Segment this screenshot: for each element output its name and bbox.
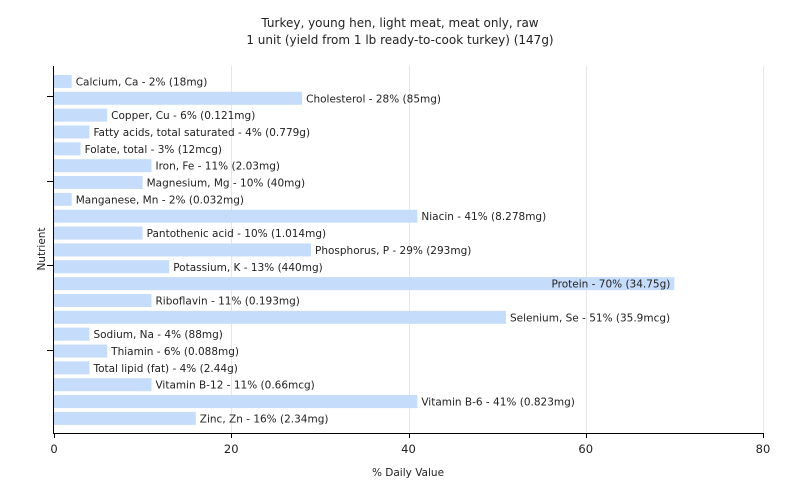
bar [54, 142, 81, 156]
bar [54, 361, 90, 375]
bar [54, 108, 108, 122]
gridlines [231, 66, 764, 433]
bar-label: Selenium, Se - 51% (35.9mcg) [510, 312, 670, 324]
bar [54, 243, 312, 257]
chart-title: Turkey, young hen, light meat, meat only… [260, 16, 538, 30]
bar [54, 395, 418, 409]
y-axis-title: Nutrient [36, 227, 48, 270]
bar [54, 125, 90, 139]
bar [54, 209, 418, 223]
bar [54, 411, 196, 425]
bar [54, 327, 90, 341]
bar-label: Vitamin B-12 - 11% (0.66mcg) [155, 380, 314, 392]
bar-label: Thiamin - 6% (0.088mg) [110, 346, 239, 358]
bar-label: Pantothenic acid - 10% (1.014mg) [147, 228, 326, 240]
bar [54, 277, 675, 291]
bar [54, 74, 72, 88]
bar-label: Potassium, K - 13% (440mg) [173, 262, 323, 274]
bar-label: Folate, total - 3% (12mcg) [85, 144, 222, 156]
bar [54, 378, 152, 392]
bar [54, 344, 108, 358]
bar [54, 226, 143, 240]
x-tick-labels: 0 20 40 60 80 [50, 442, 770, 456]
bar-label: Sodium, Na - 4% (88mg) [93, 329, 222, 341]
x-tick-label: 0 [50, 442, 57, 456]
x-tick-label: 60 [578, 442, 593, 456]
bar-label: Fatty acids, total saturated - 4% (0.779… [93, 127, 310, 139]
bar [54, 260, 170, 274]
bar [54, 293, 152, 307]
bar [54, 310, 506, 324]
x-tick-label: 80 [756, 442, 771, 456]
bar-labels: Calcium, Ca - 2% (18mg) Cholesterol - 28%… [76, 76, 671, 425]
x-axis-title: % Daily Value [372, 467, 444, 479]
bar-label: Manganese, Mn - 2% (0.032mg) [76, 194, 244, 206]
bar [54, 192, 72, 206]
bar-label: Niacin - 41% (8.278mg) [421, 211, 546, 223]
bars [54, 74, 675, 425]
bar-label: Total lipid (fat) - 4% (2.44g) [92, 363, 237, 375]
bar-label: Cholesterol - 28% (85mg) [306, 93, 441, 105]
x-tick-label: 20 [224, 442, 239, 456]
bar-label: Copper, Cu - 6% (0.121mg) [111, 110, 255, 122]
bar-label: Riboflavin - 11% (0.193mg) [155, 295, 299, 307]
axes [47, 66, 764, 438]
bar-label: Calcium, Ca - 2% (18mg) [76, 76, 208, 88]
x-tick-label: 40 [401, 442, 416, 456]
bar-label: Protein - 70% (34.75g) [552, 279, 671, 291]
bar-label: Vitamin B-6 - 41% (0.823mg) [421, 397, 575, 409]
bar [54, 159, 152, 173]
bar-label: Phosphorus, P - 29% (293mg) [315, 245, 471, 257]
bar-label: Zinc, Zn - 16% (2.34mg) [200, 413, 329, 425]
bar-label: Iron, Fe - 11% (2.03mg) [155, 161, 279, 173]
bar [54, 91, 303, 105]
chart-subtitle: 1 unit (yield from 1 lb ready-to-cook tu… [246, 33, 553, 47]
bar [54, 176, 143, 190]
bar-label: Magnesium, Mg - 10% (40mg) [147, 178, 306, 190]
